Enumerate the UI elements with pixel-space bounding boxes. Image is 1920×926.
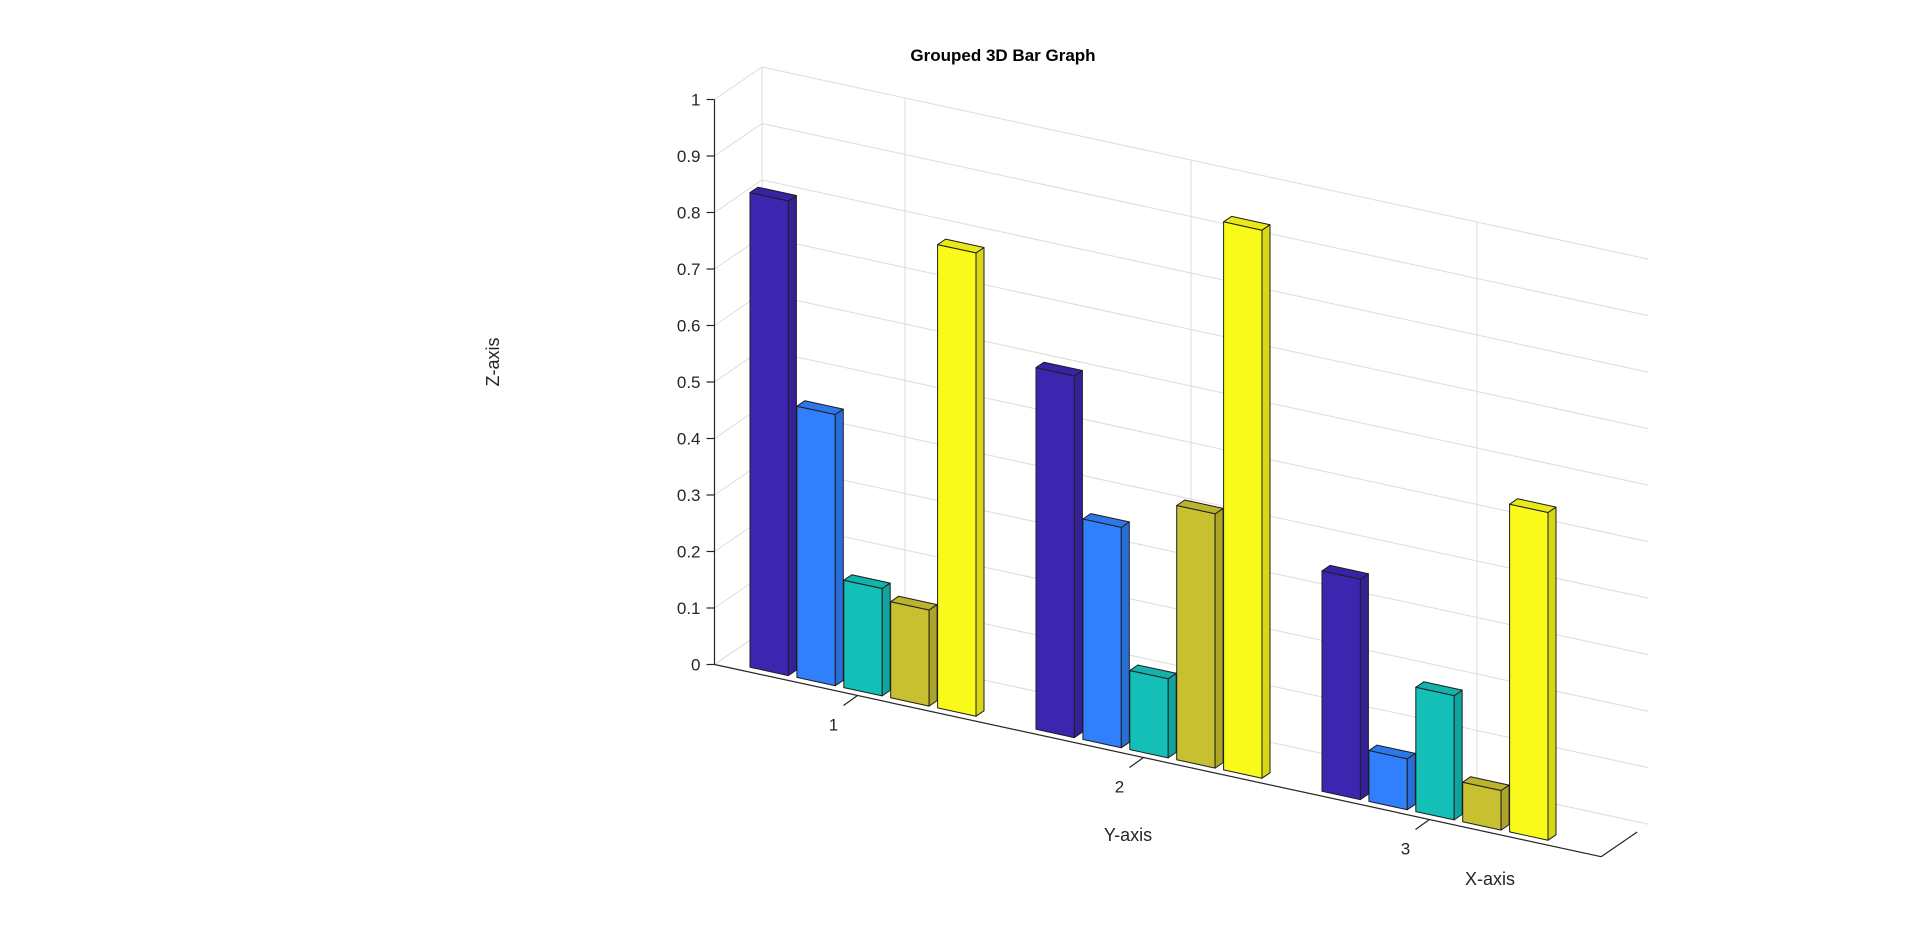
bar bbox=[937, 238, 985, 717]
bar bbox=[1035, 361, 1083, 739]
bar-top-face bbox=[1035, 361, 1083, 377]
bar-front-face bbox=[1509, 503, 1549, 841]
bar-side-face bbox=[1359, 573, 1369, 801]
x-axis-line bbox=[1600, 831, 1638, 858]
bar-front-face bbox=[1129, 670, 1169, 759]
y-axis-line bbox=[714, 663, 1602, 858]
bar-front-face bbox=[1223, 221, 1263, 779]
z-gridline bbox=[714, 122, 1649, 317]
chart-axes bbox=[706, 98, 1638, 858]
z-tick-label: 0.5 bbox=[677, 373, 701, 392]
bar bbox=[1223, 215, 1271, 779]
bar bbox=[843, 574, 891, 697]
bar-top-face bbox=[1223, 215, 1271, 231]
z-tick-label: 1 bbox=[691, 91, 700, 110]
z-tick-label: 0.8 bbox=[677, 204, 701, 223]
bar-front-face bbox=[1321, 570, 1361, 801]
bar-front-face bbox=[1176, 505, 1216, 769]
bar-side-face bbox=[1214, 507, 1224, 769]
bar bbox=[1415, 681, 1463, 821]
bar-side-face bbox=[1073, 370, 1083, 739]
bar-front-face bbox=[1035, 367, 1075, 739]
bar-top-face bbox=[796, 400, 844, 415]
bar-top-face bbox=[1321, 564, 1369, 580]
category-tick-label: 1 bbox=[829, 716, 838, 735]
bar bbox=[1462, 776, 1510, 831]
bar-front-face bbox=[1368, 750, 1408, 811]
bar-side-face bbox=[975, 247, 985, 717]
bar-side-face bbox=[1167, 672, 1177, 759]
bar-side-face bbox=[1453, 689, 1463, 821]
bar bbox=[749, 186, 797, 677]
bar bbox=[1509, 498, 1557, 841]
z-axis-label: Z-axis bbox=[483, 338, 503, 387]
bar-top-face bbox=[1509, 498, 1557, 513]
bar-side-face bbox=[881, 582, 891, 697]
category-tick-label: 2 bbox=[1115, 778, 1124, 797]
bar-side-face bbox=[1500, 784, 1510, 831]
x-axis-label: X-axis bbox=[1465, 869, 1515, 889]
bar-top-face bbox=[937, 238, 985, 254]
bar-side-face bbox=[1261, 224, 1271, 779]
bar-top-face bbox=[749, 186, 797, 202]
z-tick-label: 0 bbox=[691, 656, 700, 675]
category-tick bbox=[1415, 819, 1430, 830]
y-axis-label: Y-axis bbox=[1104, 825, 1152, 845]
bar-side-face bbox=[1406, 752, 1416, 811]
bar bbox=[1368, 744, 1416, 811]
bar bbox=[1082, 513, 1130, 749]
chart-bars bbox=[749, 186, 1557, 841]
bar bbox=[1129, 664, 1177, 759]
bar-side-face bbox=[1120, 521, 1130, 749]
z-tick-label: 0.6 bbox=[677, 317, 701, 336]
bar-front-face bbox=[749, 192, 789, 677]
bar-side-face bbox=[1547, 506, 1557, 841]
bar-top-face bbox=[1415, 681, 1463, 697]
bar-front-face bbox=[796, 405, 836, 687]
z-gridline bbox=[714, 179, 1649, 373]
bar bbox=[796, 400, 844, 687]
z-tick-label: 0.2 bbox=[677, 543, 701, 562]
bar-side-face bbox=[787, 195, 797, 677]
bar-front-face bbox=[1415, 686, 1455, 821]
z-gridline bbox=[714, 66, 1649, 260]
category-tick bbox=[843, 695, 858, 706]
category-tick-label: 3 bbox=[1401, 840, 1410, 859]
bar-front-face bbox=[843, 579, 883, 697]
z-tick-label: 0.3 bbox=[677, 486, 701, 505]
chart-labels: 0 0.1 0.2 0.3 0.4 0.5 0.6 0.7 0.8 0.9 1 1 2 3 bbox=[677, 91, 1410, 859]
z-gridline bbox=[714, 292, 1649, 486]
bar bbox=[1176, 499, 1224, 769]
bar-front-face bbox=[937, 244, 977, 717]
bar-side-face bbox=[928, 604, 938, 707]
z-tick-label: 0.4 bbox=[677, 430, 701, 449]
z-tick-label: 0.1 bbox=[677, 599, 701, 618]
bar-top-face bbox=[1082, 513, 1130, 528]
bar bbox=[890, 595, 938, 707]
bar bbox=[1321, 564, 1369, 801]
bar-top-face bbox=[843, 574, 891, 589]
bar-front-face bbox=[1082, 518, 1122, 749]
z-tick-label: 0.9 bbox=[677, 147, 701, 166]
z-tick-label: 0.7 bbox=[677, 260, 701, 279]
z-gridline bbox=[714, 235, 1649, 430]
bar-front-face bbox=[890, 601, 930, 707]
bar-side-face bbox=[834, 408, 844, 687]
chart-title: Grouped 3D Bar Graph bbox=[910, 46, 1095, 65]
category-tick bbox=[1129, 757, 1144, 768]
